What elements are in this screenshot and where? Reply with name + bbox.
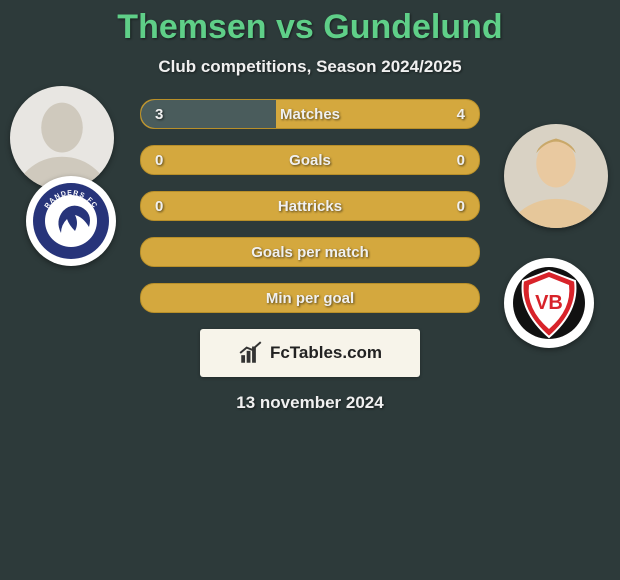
player-left-avatar [10,86,114,190]
stat-value-right: 4 [457,106,465,123]
stat-row: Goals per match [140,237,480,267]
player-right-avatar [504,124,608,228]
stat-label: Goals [141,152,479,169]
stat-value-right: 0 [457,198,465,215]
chart-icon [238,340,264,366]
stat-label: Min per goal [141,290,479,307]
stat-row: 0Goals0 [140,145,480,175]
stat-label: Goals per match [141,244,479,261]
club-right-name: VB [535,292,563,314]
stats-table: 3Matches40Goals00Hattricks0Goals per mat… [140,99,480,313]
stat-value-right: 0 [457,152,465,169]
club-right-icon: VB [509,263,589,343]
club-right-badge: VB [504,258,594,348]
page-title: Themsen vs Gundelund [0,0,620,47]
brand-box: FcTables.com [200,329,420,377]
player-photo-icon [504,124,608,228]
comparison-card: Themsen vs Gundelund Club competitions, … [0,0,620,580]
club-left-icon: RANDERS FC [31,181,111,261]
date-label: 13 november 2024 [0,393,620,413]
subtitle: Club competitions, Season 2024/2025 [0,57,620,77]
silhouette-icon [10,86,114,190]
stat-label: Hattricks [141,198,479,215]
club-left-badge: RANDERS FC [26,176,116,266]
stat-row: Min per goal [140,283,480,313]
brand-label: FcTables.com [270,343,382,363]
stat-row: 0Hattricks0 [140,191,480,221]
stat-label: Matches [141,106,479,123]
stat-row: 3Matches4 [140,99,480,129]
